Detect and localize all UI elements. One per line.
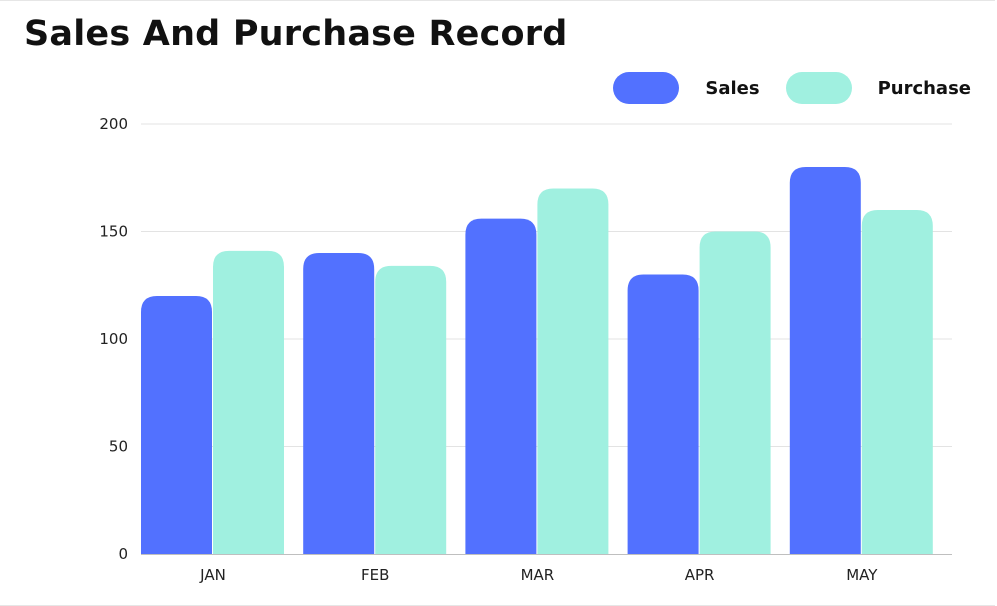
bar-sales-feb (303, 253, 375, 554)
legend: Sales Purchase (587, 72, 971, 104)
y-tick-label: 100 (99, 330, 128, 348)
bar-purchase-mar (537, 188, 609, 554)
legend-swatch-sales (613, 72, 680, 104)
legend-item-purchase: Purchase (785, 72, 971, 104)
x-tick-label: MAY (846, 566, 878, 584)
bar-purchase-feb (375, 265, 447, 554)
y-tick-label: 200 (99, 115, 128, 133)
y-tick-label: 0 (118, 545, 128, 563)
chart-title: Sales And Purchase Record (24, 14, 568, 54)
x-tick-label: FEB (361, 566, 389, 584)
legend-label-sales: Sales (705, 77, 760, 99)
bar-sales-jan (141, 296, 212, 554)
bar-sales-mar (465, 218, 537, 554)
y-axis: 0 50 100 150 200 (99, 115, 128, 563)
bar-sales-may (789, 167, 861, 554)
x-tick-label: JAN (199, 566, 226, 584)
legend-label-purchase: Purchase (877, 77, 971, 99)
bar-purchase-apr (699, 231, 771, 554)
bars (141, 167, 933, 554)
bar-sales-apr (627, 274, 699, 554)
x-axis: JAN FEB MAR APR MAY (141, 554, 952, 584)
y-tick-label: 50 (109, 438, 128, 456)
legend-swatch-purchase (785, 72, 852, 104)
x-tick-label: MAR (521, 566, 555, 584)
legend-item-sales: Sales (613, 72, 760, 104)
bar-purchase-may (861, 210, 933, 554)
x-tick-label: APR (685, 566, 715, 584)
y-tick-label: 150 (99, 223, 128, 241)
bar-purchase-jan (213, 250, 284, 554)
